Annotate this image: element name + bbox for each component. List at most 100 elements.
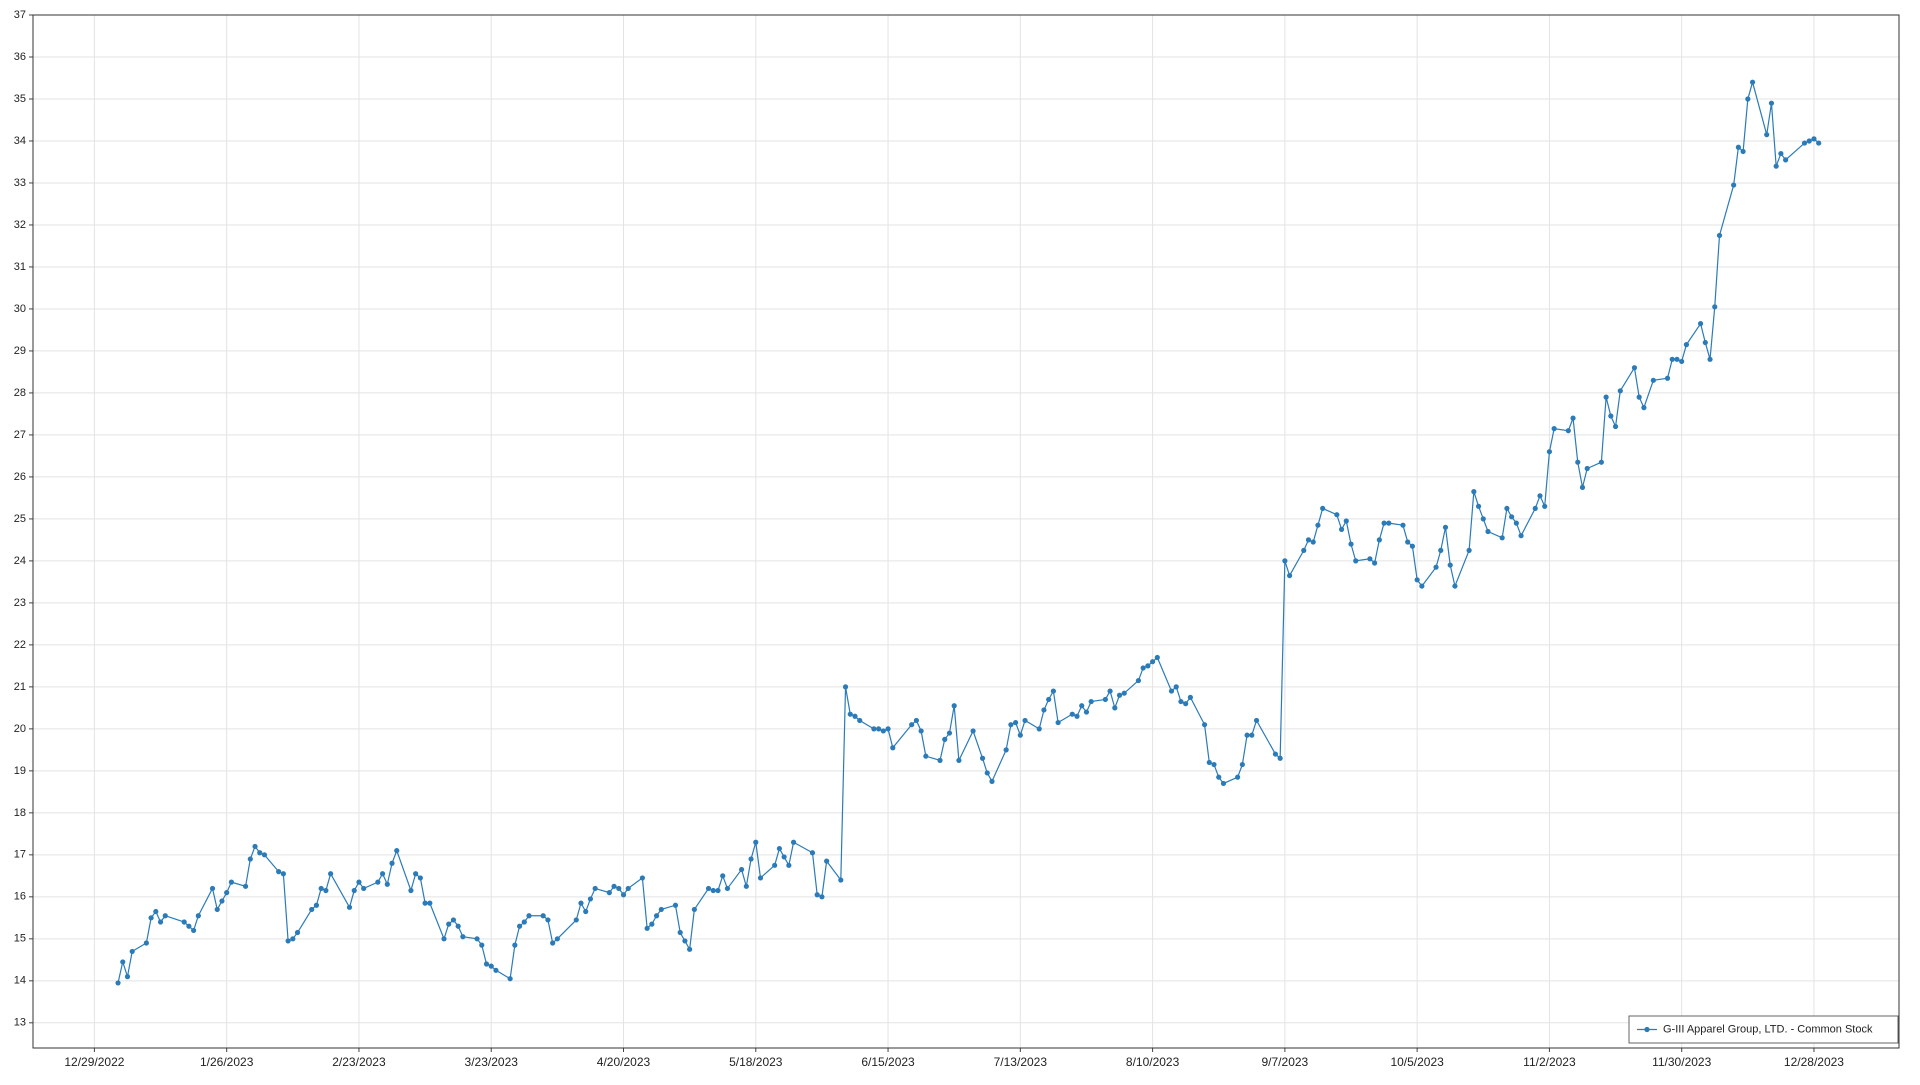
data-point xyxy=(1735,144,1741,150)
data-point xyxy=(1372,560,1378,566)
y-tick-label: 18 xyxy=(14,807,26,819)
data-point xyxy=(1509,514,1515,520)
data-point xyxy=(724,885,731,892)
data-point xyxy=(1475,503,1482,509)
y-tick-label: 16 xyxy=(14,891,26,903)
data-point xyxy=(351,887,357,894)
series-line xyxy=(117,79,1820,984)
data-point xyxy=(1816,140,1822,146)
data-point xyxy=(885,726,891,732)
data-point xyxy=(951,703,957,709)
data-point xyxy=(1102,696,1108,703)
data-point xyxy=(290,936,296,942)
data-point xyxy=(772,862,778,868)
y-tick-label: 19 xyxy=(14,765,26,777)
data-point xyxy=(1145,663,1151,669)
data-point xyxy=(1707,356,1713,362)
data-point xyxy=(1811,136,1817,142)
data-point xyxy=(1466,547,1472,553)
data-point xyxy=(677,929,683,936)
data-point xyxy=(1046,696,1052,703)
data-point xyxy=(346,904,353,910)
data-point xyxy=(1664,375,1671,381)
y-tick-label: 34 xyxy=(14,135,26,147)
data-point xyxy=(1532,505,1538,512)
data-point xyxy=(1069,711,1075,717)
data-point xyxy=(554,936,560,942)
data-point xyxy=(257,850,263,856)
data-point xyxy=(483,961,490,967)
x-tick-label: 8/10/2023 xyxy=(1126,1055,1180,1069)
data-point xyxy=(649,921,655,927)
data-point xyxy=(124,974,131,980)
data-point xyxy=(1598,459,1604,465)
data-point xyxy=(361,885,367,892)
data-point xyxy=(479,942,485,948)
data-point xyxy=(507,976,513,982)
data-point xyxy=(394,848,400,854)
data-point xyxy=(153,908,159,915)
data-point xyxy=(143,940,149,946)
data-point xyxy=(1107,688,1113,694)
data-point xyxy=(625,885,631,892)
legend-box xyxy=(1628,1015,1899,1044)
data-point xyxy=(1773,163,1779,169)
data-point xyxy=(687,946,693,952)
data-point xyxy=(592,885,598,892)
x-tick-label: 9/7/2023 xyxy=(1262,1055,1309,1069)
data-point xyxy=(1135,677,1142,684)
data-point xyxy=(384,881,390,887)
data-point xyxy=(1301,547,1307,553)
data-point xyxy=(1050,688,1056,694)
data-point xyxy=(1504,505,1510,512)
data-point xyxy=(1485,528,1491,535)
data-point xyxy=(1697,321,1704,327)
data-point xyxy=(1386,520,1392,526)
data-point xyxy=(422,900,428,906)
y-tick-label: 22 xyxy=(14,639,26,651)
data-point xyxy=(450,917,457,923)
data-point xyxy=(984,770,990,776)
data-point xyxy=(1518,533,1524,539)
data-point xyxy=(672,902,679,908)
data-point xyxy=(1438,547,1444,553)
data-point xyxy=(1183,701,1189,707)
data-point xyxy=(639,875,646,881)
data-point xyxy=(658,906,664,913)
x-tick-label: 10/5/2023 xyxy=(1390,1055,1444,1069)
data-point xyxy=(309,906,315,913)
data-point xyxy=(328,871,334,877)
data-point xyxy=(1409,543,1416,549)
data-point xyxy=(857,717,863,724)
data-point xyxy=(1419,583,1425,589)
x-tick-label: 3/23/2023 xyxy=(465,1055,519,1069)
data-point xyxy=(946,730,953,736)
data-point xyxy=(120,959,126,965)
legend-label: G-III Apparel Group, LTD. - Common Stock xyxy=(1663,1023,1873,1035)
data-point xyxy=(1579,484,1586,491)
data-point xyxy=(918,728,924,734)
y-tick-label: 28 xyxy=(14,387,26,399)
y-tick-label: 35 xyxy=(14,93,26,105)
data-point xyxy=(247,856,253,862)
data-point xyxy=(493,967,499,973)
x-tick-label: 5/18/2023 xyxy=(729,1055,783,1069)
data-point xyxy=(195,913,201,919)
legend: G-III Apparel Group, LTD. - Common Stock xyxy=(1628,1015,1899,1044)
data-point xyxy=(781,854,787,860)
data-point xyxy=(1570,415,1576,421)
data-point xyxy=(620,892,627,898)
data-point xyxy=(852,713,858,719)
data-point xyxy=(871,726,877,732)
data-point xyxy=(115,980,121,986)
data-point xyxy=(715,887,721,894)
y-tick-label: 13 xyxy=(14,1017,26,1029)
data-point xyxy=(294,929,301,936)
data-point xyxy=(1320,505,1326,512)
data-point xyxy=(1565,428,1571,434)
data-point xyxy=(1305,537,1312,543)
x-tick-label: 11/2/2023 xyxy=(1523,1055,1576,1069)
data-point xyxy=(1083,709,1090,715)
y-tick-label: 29 xyxy=(14,345,26,357)
